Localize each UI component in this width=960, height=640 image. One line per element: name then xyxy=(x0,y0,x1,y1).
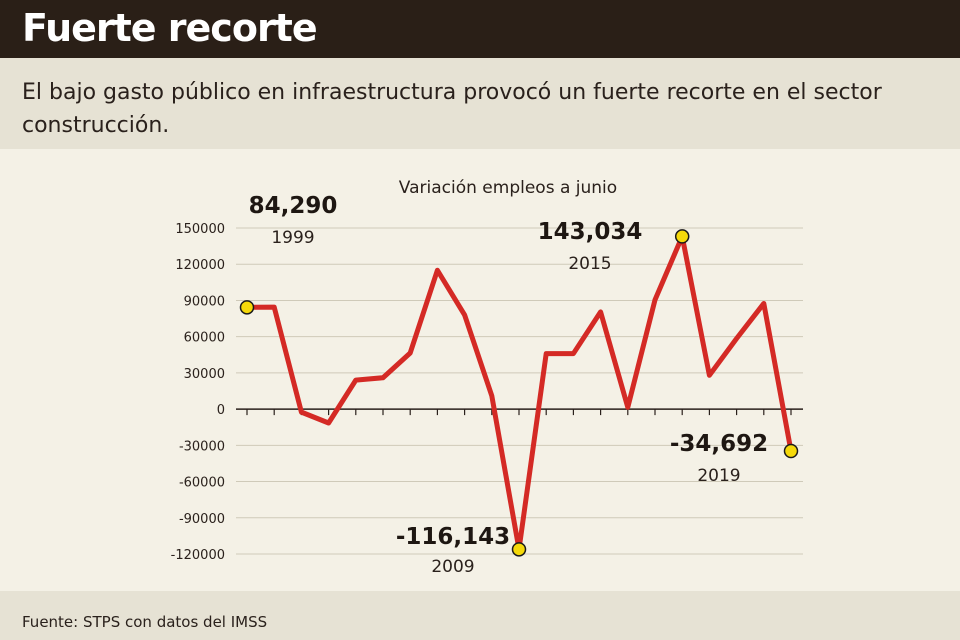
annotation-value-2019: -34,692 xyxy=(670,431,768,457)
source-note: Fuente: STPS con datos del IMSS xyxy=(22,613,268,631)
y-tick-label: -120000 xyxy=(171,548,225,563)
annotations: 84,290 1999 -116,143 2009 143,034 2015 -34,692… xyxy=(249,193,769,577)
annotation-value-1999: 84,290 xyxy=(249,193,338,219)
header-bar: Fuerte recorte xyxy=(0,0,960,58)
series-line xyxy=(244,233,794,552)
grid-lines xyxy=(236,227,803,555)
line-chart: Variación empleos a junio 150000 120000 90… xyxy=(171,178,803,577)
y-tick-label: 0 xyxy=(217,403,225,418)
y-tick-label: -90000 xyxy=(179,512,225,527)
annotation-year-1999: 1999 xyxy=(271,228,314,248)
annotation-year-2015: 2015 xyxy=(568,254,611,274)
marker-2019 xyxy=(783,443,799,459)
page-subtitle: El bajo gasto público en infraestructura… xyxy=(22,80,882,138)
y-tick-label: 60000 xyxy=(184,331,225,346)
marker-2009 xyxy=(511,542,527,557)
y-tick-label: 150000 xyxy=(175,222,225,237)
y-tick-label: -30000 xyxy=(179,439,225,454)
y-tick-label: 30000 xyxy=(184,367,225,382)
highlight-markers xyxy=(239,229,799,557)
annotation-year-2019: 2019 xyxy=(697,466,740,486)
y-tick-label: -60000 xyxy=(179,476,225,491)
chart-title: Variación empleos a junio xyxy=(399,178,617,198)
annotation-value-2015: 143,034 xyxy=(538,219,643,245)
annotation-value-2009: -116,143 xyxy=(396,524,510,550)
marker-1999 xyxy=(239,300,255,315)
page-title: Fuerte recorte xyxy=(22,6,318,50)
y-tick-label: 90000 xyxy=(184,294,225,309)
y-axis: 150000 120000 90000 60000 30000 0 -30000 -60000… xyxy=(171,222,225,563)
annotation-year-2009: 2009 xyxy=(431,557,474,577)
x-axis xyxy=(236,408,803,416)
marker-2015 xyxy=(674,229,690,244)
y-tick-label: 120000 xyxy=(175,258,225,273)
footer-band xyxy=(0,591,960,640)
